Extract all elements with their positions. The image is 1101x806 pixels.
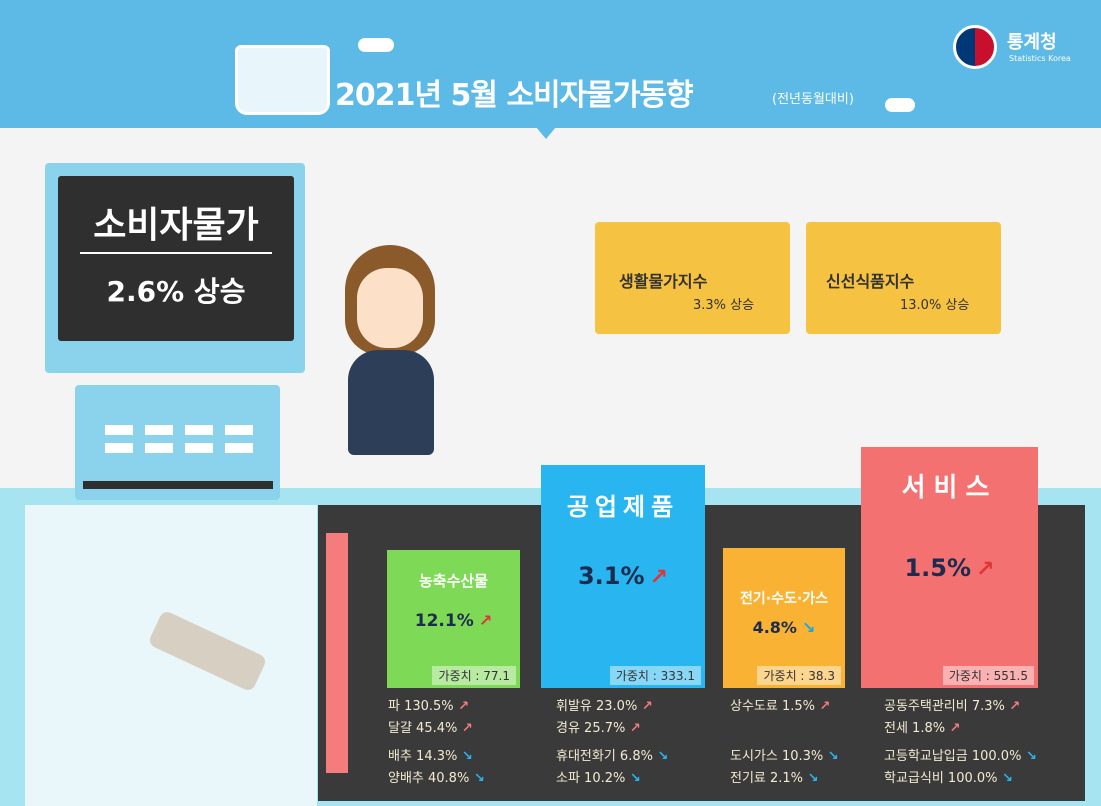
item-text: 휴대전화기 6.8% — [556, 749, 653, 764]
item-text: 휘발유 23.0% — [556, 699, 638, 714]
item-text: 파 130.5% — [388, 699, 454, 714]
item-text: 공동주택관리비 7.3% — [884, 699, 1005, 714]
logo-name: 통계청 — [1007, 32, 1057, 53]
trend-down-icon: ↘ — [469, 771, 485, 786]
category-title: 서비스 — [901, 473, 998, 503]
basket-value: 13.0% 상승 — [900, 298, 970, 313]
trend-down-icon: ↘ — [1021, 749, 1037, 764]
category-weight: 가중치 : 77.1 — [432, 666, 516, 685]
trend-up-icon: ↗ — [815, 699, 831, 714]
trend-up-icon: ↗ — [945, 721, 961, 736]
list-item: 상수도료 1.5% ↗ — [730, 697, 830, 717]
trend-down-icon: ↘ — [457, 749, 473, 764]
cashier-face — [357, 268, 423, 348]
logo-subtitle: Statistics Korea — [1009, 54, 1071, 63]
list-item: 고등학교납입금 100.0% ↘ — [884, 747, 1037, 767]
trend-up-icon: ↗ — [625, 721, 641, 736]
category-weight: 가중치 : 38.3 — [757, 666, 841, 685]
category-value: 4.8% — [752, 618, 797, 637]
item-text: 달걀 45.4% — [388, 721, 458, 736]
trend-down-icon: ↘ — [997, 771, 1013, 786]
basket-title: 생활물가지수 — [619, 272, 708, 291]
category-title: 전기·수도·가스 — [740, 591, 828, 607]
item-text: 배추 14.3% — [388, 749, 458, 764]
cashier-body — [348, 350, 434, 455]
basket-value: 3.3% 상승 — [693, 298, 755, 313]
basket-fresh-food-index: 신선식품지수 13.0% 상승 — [806, 222, 1001, 334]
trend-up-icon: ↗ — [478, 611, 493, 630]
cloud-icon — [885, 98, 915, 112]
category-services: 서비스 1.5% ↗ 가중치 : 551.5 — [861, 447, 1038, 688]
category-value: 12.1% — [414, 611, 474, 631]
list-item: 배추 14.3% ↘ — [388, 747, 473, 767]
category-agri: 농축수산물 12.1% ↗ 가중치 : 77.1 — [387, 550, 520, 688]
cpi-value: 2.6% 상승 — [106, 275, 246, 308]
cpi-label: 소비자물가 — [93, 205, 259, 246]
page-subtitle: (전년동월대비) — [772, 92, 854, 107]
category-weight: 가중치 : 333.1 — [609, 666, 701, 685]
cash-register-icon — [75, 385, 280, 500]
pink-bar — [326, 533, 348, 773]
category-value: 1.5% — [904, 554, 972, 582]
category-industrial: 공업제품 3.1% ↗ 가중치 : 333.1 — [541, 465, 705, 688]
list-item: 도시가스 10.3% ↘ — [730, 747, 839, 767]
list-item: 파 130.5% ↗ — [388, 697, 469, 717]
divider — [80, 252, 272, 254]
trend-down-icon: ↘ — [652, 749, 669, 764]
category-utilities: 전기·수도·가스 4.8% ↘ 가중치 : 38.3 — [723, 548, 845, 688]
list-item: 휘발유 23.0% ↗ — [556, 697, 653, 717]
statistics-korea-logo-icon — [953, 25, 997, 69]
item-text: 양배추 40.8% — [388, 771, 470, 786]
basket-title: 신선식품지수 — [826, 272, 915, 291]
trend-up-icon: ↗ — [457, 721, 473, 736]
item-text: 전세 1.8% — [884, 721, 946, 736]
page-title: 2021년 5월 소비자물가동향 — [335, 78, 694, 113]
item-text: 경유 25.7% — [556, 721, 626, 736]
item-text: 학교급식비 100.0% — [884, 771, 998, 786]
trend-up-icon: ↗ — [637, 699, 653, 714]
trend-down-icon: ↘ — [625, 771, 641, 786]
list-item: 휴대전화기 6.8% ↘ — [556, 747, 668, 767]
item-text: 상수도료 1.5% — [730, 699, 815, 714]
trend-down-icon: ↘ — [803, 771, 819, 786]
basket-living-index: 생활물가지수 3.3% 상승 — [595, 222, 790, 334]
list-item: 경유 25.7% ↗ — [556, 719, 641, 739]
list-item: 양배추 40.8% ↘ — [388, 769, 485, 789]
category-title: 공업제품 — [566, 493, 680, 521]
category-title: 농축수산물 — [418, 572, 488, 590]
item-text: 전기료 2.1% — [730, 771, 804, 786]
item-text: 고등학교납입금 100.0% — [884, 749, 1022, 764]
trend-down-icon: ↘ — [823, 749, 839, 764]
list-item: 소파 10.2% ↘ — [556, 769, 641, 789]
header-pointer — [536, 127, 556, 139]
monitor-screen — [58, 176, 294, 341]
cloud-icon — [358, 38, 394, 52]
list-item: 전기료 2.1% ↘ — [730, 769, 818, 789]
item-text: 도시가스 10.3% — [730, 749, 824, 764]
trend-up-icon: ↗ — [453, 699, 470, 714]
header-banner — [0, 0, 1101, 128]
list-item: 달걀 45.4% ↗ — [388, 719, 473, 739]
category-value: 3.1% — [577, 562, 645, 590]
shopping-basket-icon — [235, 45, 330, 115]
list-item: 학교급식비 100.0% ↘ — [884, 769, 1013, 789]
counter-front — [25, 505, 317, 806]
trend-down-icon: ↘ — [802, 618, 816, 637]
trend-up-icon: ↗ — [1004, 699, 1021, 714]
trend-up-icon: ↗ — [649, 565, 669, 590]
item-text: 소파 10.2% — [556, 771, 626, 786]
category-weight: 가중치 : 551.5 — [942, 666, 1034, 685]
list-item: 전세 1.8% ↗ — [884, 719, 961, 739]
trend-up-icon: ↗ — [976, 557, 995, 582]
list-item: 공동주택관리비 7.3% ↗ — [884, 697, 1020, 717]
